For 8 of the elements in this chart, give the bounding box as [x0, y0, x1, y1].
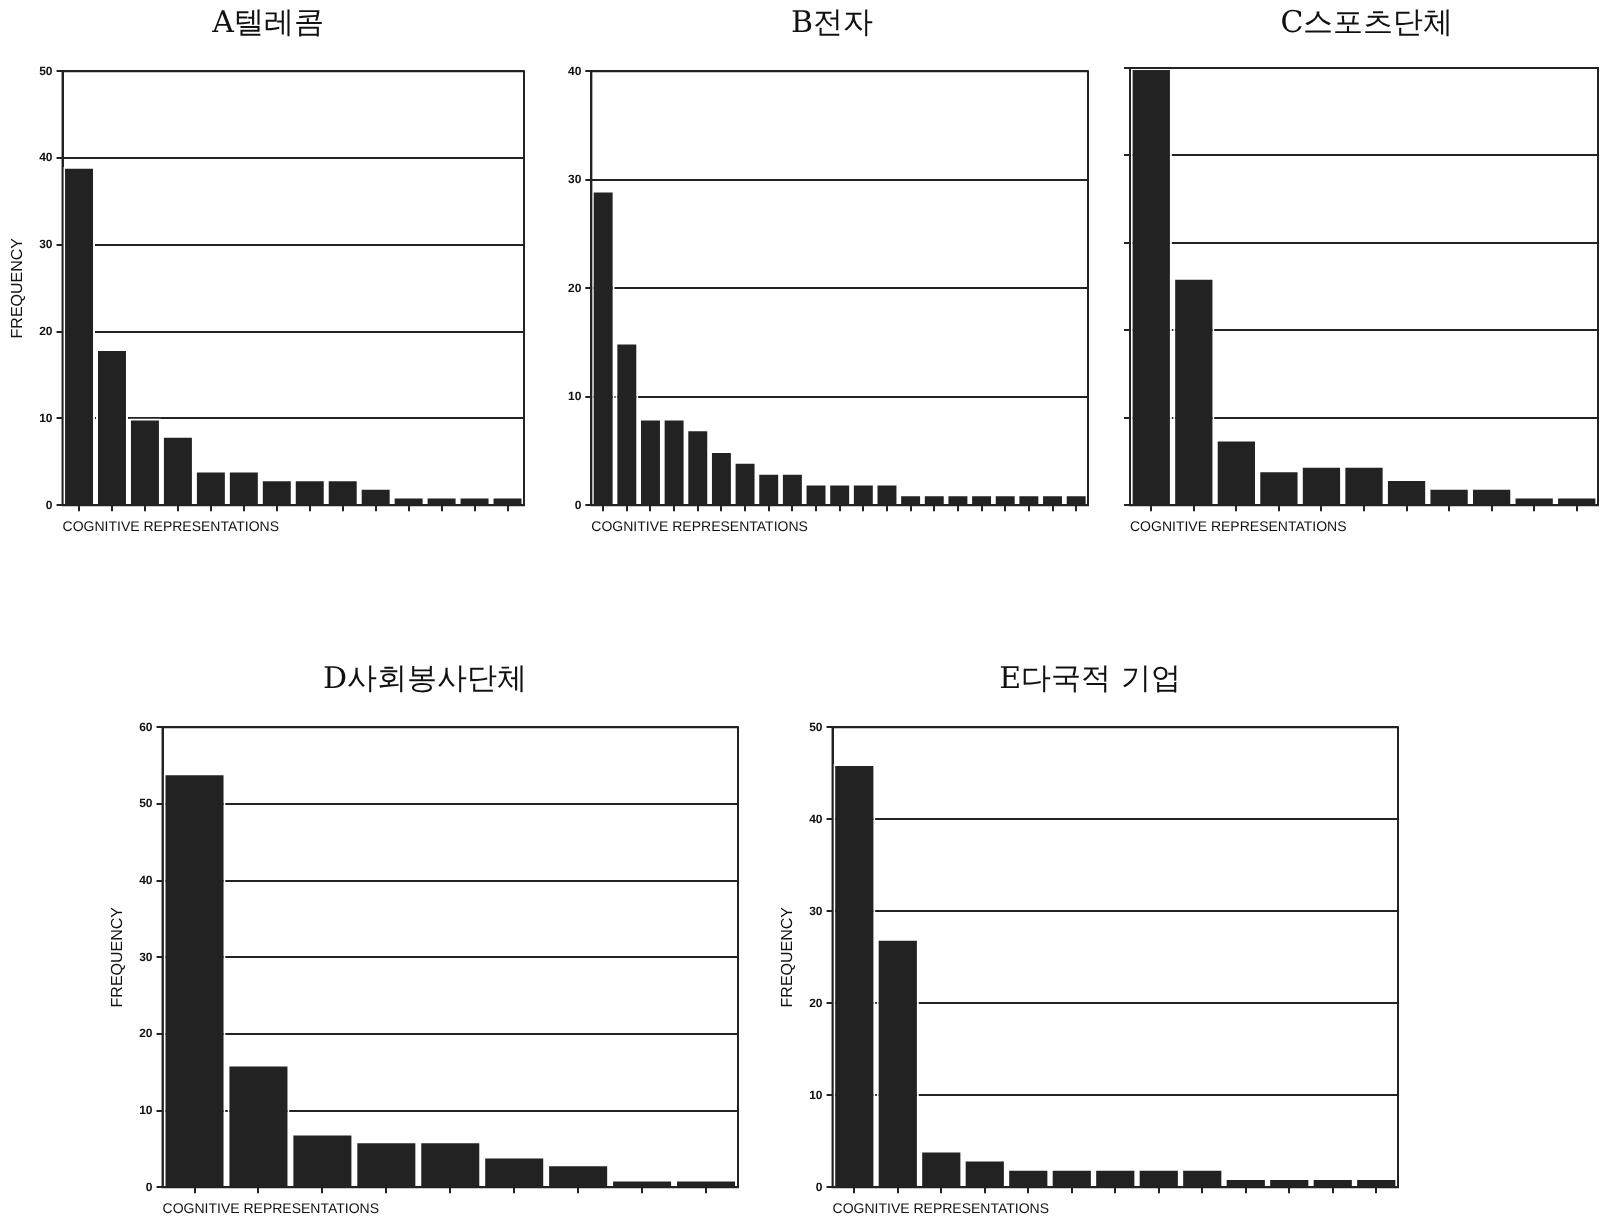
y-axis-title: FREQUENCY [778, 905, 797, 1008]
chart-title: B전자 [788, 4, 876, 42]
y-axis-title: FREQUENCY [108, 905, 127, 1008]
chart-title: A텔레콤 [210, 4, 326, 42]
chart-title: D사회봉사단체 [320, 660, 530, 698]
y-axis-title: FREQUENCY [8, 236, 27, 339]
chart-title: C스포츠단체 [1278, 4, 1456, 42]
chart-title: E다국적 기업 [997, 660, 1183, 698]
